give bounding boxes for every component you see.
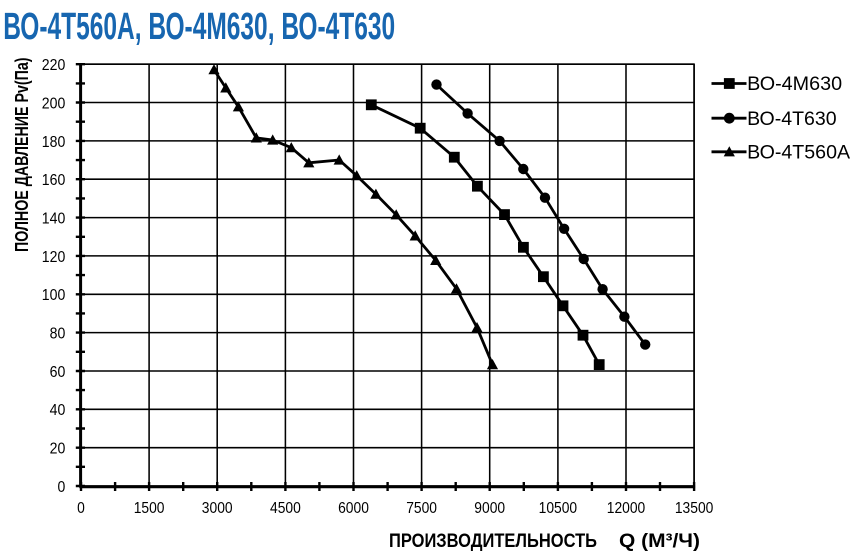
svg-text:1500: 1500 — [134, 500, 165, 517]
svg-text:13500: 13500 — [675, 500, 714, 517]
svg-text:ВО-4М630: ВО-4М630 — [747, 74, 842, 95]
svg-text:7500: 7500 — [406, 500, 437, 517]
svg-text:60: 60 — [50, 364, 66, 381]
svg-text:0: 0 — [77, 500, 85, 517]
svg-text:200: 200 — [42, 95, 66, 112]
svg-text:ВО-4Т560А: ВО-4Т560А — [747, 142, 850, 163]
svg-text:220: 220 — [42, 57, 66, 74]
svg-text:140: 140 — [42, 211, 66, 228]
svg-text:6000: 6000 — [338, 500, 369, 517]
svg-text:9000: 9000 — [474, 500, 505, 517]
svg-text:120: 120 — [42, 249, 66, 266]
svg-text:ВО-4Т630: ВО-4Т630 — [747, 109, 836, 130]
svg-text:40: 40 — [50, 402, 66, 419]
svg-text:10500: 10500 — [539, 500, 578, 517]
svg-text:ПОЛНОЕ ДАВЛЕНИЕ Pv(Па): ПОЛНОЕ ДАВЛЕНИЕ Pv(Па) — [12, 58, 32, 253]
svg-text:0: 0 — [58, 479, 66, 496]
svg-text:Q (М³/Ч): Q (М³/Ч) — [619, 531, 700, 552]
svg-text:4500: 4500 — [270, 500, 301, 517]
svg-text:12000: 12000 — [607, 500, 646, 517]
svg-text:ВО-4Т560А, ВО-4М630, ВО-4Т630: ВО-4Т560А, ВО-4М630, ВО-4Т630 — [3, 5, 395, 48]
svg-text:180: 180 — [42, 134, 66, 151]
svg-text:80: 80 — [50, 326, 66, 343]
svg-text:160: 160 — [42, 172, 66, 189]
svg-text:20: 20 — [50, 441, 66, 458]
svg-text:100: 100 — [42, 287, 66, 304]
svg-text:3000: 3000 — [202, 500, 233, 517]
svg-text:ПРОИЗВОДИТЕЛЬНОСТЬ: ПРОИЗВОДИТЕЛЬНОСТЬ — [389, 531, 597, 552]
